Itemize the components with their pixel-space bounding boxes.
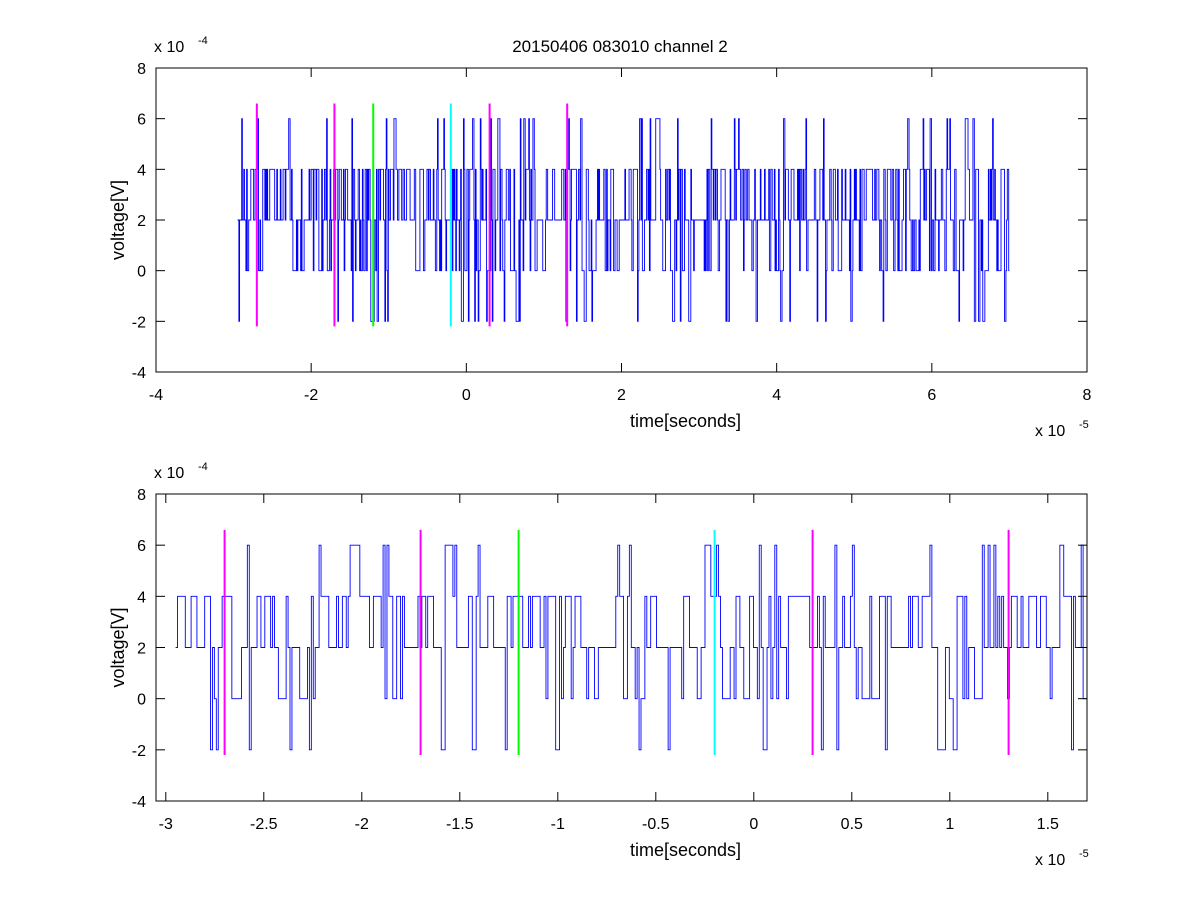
- x-tick-label: 0: [749, 816, 758, 833]
- y-tick-label: 2: [137, 213, 146, 230]
- x-exponent-power: -5: [1079, 848, 1089, 860]
- x-tick-label: -2: [304, 387, 318, 404]
- x-tick-label: -4: [149, 387, 163, 404]
- y-tick-label: -4: [132, 365, 146, 382]
- x-exponent-label: x 10: [1035, 423, 1065, 440]
- x-tick-label: 0: [462, 387, 471, 404]
- x-exponent-power: -5: [1079, 419, 1089, 431]
- y-exponent-power: -4: [198, 35, 208, 47]
- y-tick-label: 4: [137, 589, 146, 606]
- bottom-axes: -3 -2.5 -2 -1.5 -1 -0.5 0 0.5 1 1.5 -4 -2 0 2 4 6 8 time[…: [108, 461, 1089, 869]
- y-exponent-label: x 10: [154, 465, 184, 482]
- y-exponent-power: -4: [198, 461, 208, 473]
- x-tick-label: -2.5: [250, 816, 278, 833]
- y-tick-label: -2: [132, 743, 146, 760]
- y-tick-label: 6: [137, 112, 146, 129]
- y-exponent-label: x 10: [154, 39, 184, 56]
- y-tick-label: 0: [137, 264, 146, 281]
- x-axis-label: time[seconds]: [630, 840, 741, 860]
- x-tick-label: 1.5: [1037, 816, 1059, 833]
- y-axis-label: voltage[V]: [108, 607, 128, 687]
- y-tick-label: 0: [137, 692, 146, 709]
- y-tick-label: 6: [137, 538, 146, 555]
- y-tick-label: 8: [137, 61, 146, 78]
- signal-trace: [175, 544, 1087, 751]
- y-tick-label: -4: [132, 794, 146, 811]
- x-tick-label: -1.5: [446, 816, 474, 833]
- y-tick-label: -2: [132, 314, 146, 331]
- figure-title: 20150406 083010 channel 2: [512, 37, 728, 56]
- x-tick-label: 4: [772, 387, 781, 404]
- signal-trace: [237, 118, 1010, 322]
- x-tick-label: 6: [927, 387, 936, 404]
- y-tick-label: 2: [137, 641, 146, 658]
- y-axis-label: voltage[V]: [108, 180, 128, 260]
- x-tick-label: -0.5: [642, 816, 670, 833]
- x-tick-label: 8: [1083, 387, 1092, 404]
- x-tick-label: 2: [617, 387, 626, 404]
- x-tick-label: -2: [355, 816, 369, 833]
- x-tick-label: 1: [945, 816, 954, 833]
- x-exponent-label: x 10: [1035, 852, 1065, 869]
- x-tick-label: -3: [159, 816, 173, 833]
- x-axis-label: time[seconds]: [630, 411, 741, 431]
- x-tick-label: -1: [551, 816, 565, 833]
- top-axes: -4 -2 0 2 4 6 8 -4 -2 0 2 4 6 8 time[seconds] voltage[V…: [108, 35, 1092, 440]
- y-tick-label: 8: [137, 487, 146, 504]
- x-tick-label: 0.5: [841, 816, 863, 833]
- y-tick-label: 4: [137, 162, 146, 179]
